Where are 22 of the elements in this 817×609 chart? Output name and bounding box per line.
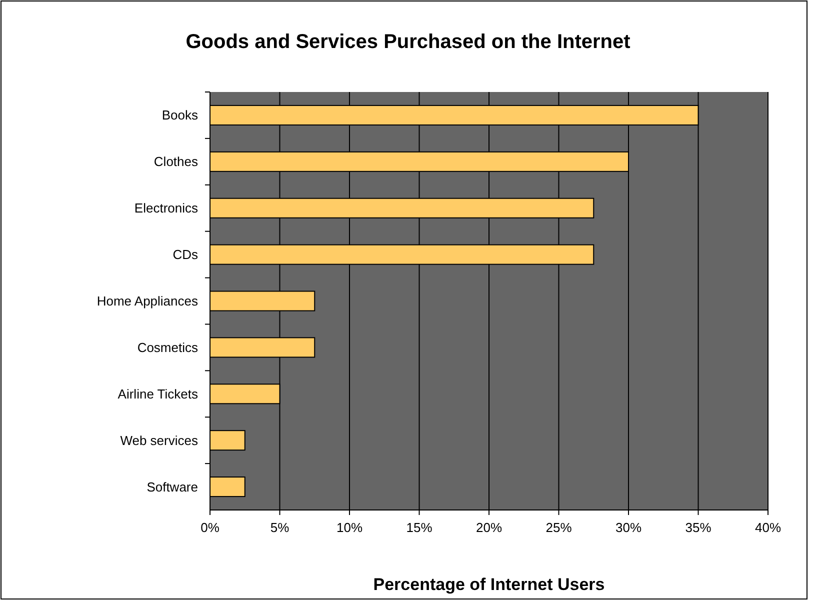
chart-title: Goods and Services Purchased on the Internet [186,31,631,53]
bar [210,430,246,451]
x-tick-label: 30% [615,520,642,535]
y-tick-label: Cosmetics [137,340,198,355]
y-tick-label: Clothes [154,154,198,170]
x-axis-title: Percentage of Internet Users [373,575,605,594]
x-tick-label: 35% [685,520,712,535]
y-tick-label: Airline Tickets [118,386,198,402]
y-tick-label: Home Appliances [96,294,198,308]
y-tick-label: CDs [172,247,198,262]
y-tick-label: Software [146,479,198,494]
y-tick-label: Books [162,108,198,123]
bar [210,476,246,498]
x-tick-label: 5% [270,520,290,535]
y-tick-label: Electronics [134,200,198,216]
x-tick-label: 15% [406,520,433,535]
x-tick-label: 20% [476,520,502,535]
y-tick-label: Web services [120,432,198,448]
x-tick-label: 0% [200,520,220,535]
x-tick-label: 10% [336,520,363,535]
x-tick-label: 40% [754,520,782,535]
x-tick-label: 25% [546,520,572,535]
